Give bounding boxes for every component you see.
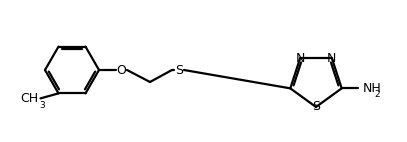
- Text: S: S: [175, 63, 183, 77]
- Text: CH: CH: [20, 92, 39, 105]
- Text: N: N: [295, 52, 305, 65]
- Text: 3: 3: [39, 101, 45, 110]
- Text: 2: 2: [375, 90, 380, 99]
- Text: N: N: [327, 52, 337, 65]
- Text: S: S: [312, 101, 320, 113]
- Text: NH: NH: [363, 82, 381, 95]
- Text: O: O: [116, 63, 126, 77]
